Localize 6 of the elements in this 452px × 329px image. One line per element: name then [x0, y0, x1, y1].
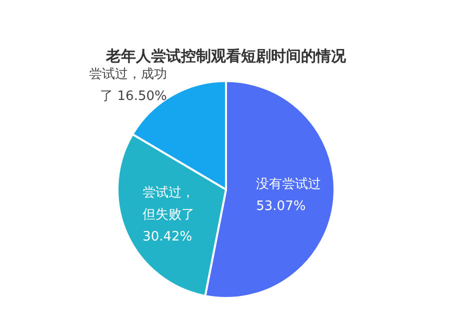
slice-label: 没有尝试过	[256, 176, 322, 192]
slice-label: 尝试过，但失败了	[142, 186, 195, 223]
slice-label: 尝试过，成功了 16.50%	[88, 67, 167, 104]
chart-title: 老年人尝试控制观看短剧时间的情况	[105, 46, 347, 65]
data-label: 53.07%	[256, 198, 306, 214]
data-label: 30.42%	[142, 230, 192, 245]
